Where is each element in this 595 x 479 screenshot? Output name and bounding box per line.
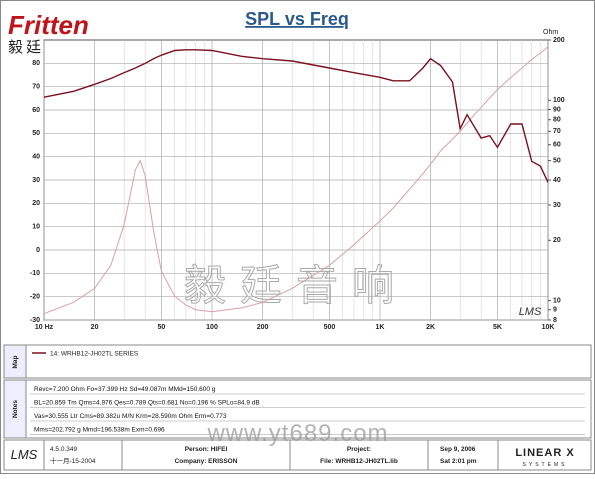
- side-tab: [3, 379, 27, 439]
- y2-tick-label: 30: [553, 202, 561, 209]
- x-tick-label: 2K: [426, 324, 435, 331]
- y-tick-label: 20: [32, 200, 40, 207]
- x-tick-label: 200: [257, 324, 269, 331]
- build-date: 十一月-15-2004: [50, 456, 96, 465]
- version: 4.5.0.349: [50, 446, 77, 453]
- y2-tick-label: 80: [553, 117, 561, 124]
- series-line: [43, 49, 549, 183]
- y-tick-label: 0: [36, 247, 40, 254]
- x-tick-label: 20: [91, 324, 99, 331]
- note-line: Vas=30.555 Ltr Cms=89.382u M/N Krm=28.59…: [34, 413, 227, 420]
- map-panel: [3, 344, 592, 379]
- panel-label: Map: [12, 355, 19, 368]
- legend-entry: 14: WRHB12-JH02TL SERIES: [50, 351, 139, 358]
- y-tick-label: 50: [32, 130, 40, 137]
- y-tick-label: 70: [32, 84, 40, 91]
- panel-label: Notes: [12, 400, 19, 418]
- y-tick-label: 30: [32, 177, 40, 184]
- notes: Revc=7.200 Ohm Fo=37.399 Hz Sd=49.087m M…: [30, 386, 585, 435]
- y2-axis-label: Ohm: [543, 29, 558, 36]
- watermark-url: www.yt689.com: [206, 420, 388, 447]
- y-tick-label: -10: [30, 270, 40, 277]
- y2-tick-label: 10: [553, 297, 561, 304]
- company: Company: ERISSON: [175, 458, 238, 465]
- side-tab: [3, 344, 27, 379]
- person: Person: HIFEI: [185, 446, 228, 453]
- file: File: WRHB12-JH02TL.lib: [320, 458, 398, 465]
- x-tick-label: 10K: [542, 324, 555, 331]
- x-tick-label: 5K: [493, 324, 502, 331]
- y-tick-label: 80: [32, 60, 40, 67]
- y2-tick-label: 200: [553, 37, 565, 44]
- project: Project:: [347, 446, 371, 453]
- date: Sep 9, 2006: [440, 446, 476, 453]
- watermark-chinese: 毅廷音响: [184, 262, 408, 309]
- x-tick-label: 100: [206, 324, 218, 331]
- y2-tick-label: 9: [553, 307, 557, 314]
- series-line: [43, 46, 549, 315]
- vendor: LINEAR X: [515, 447, 574, 459]
- note-line: BL=20.859 Tm Qms=4.976 Qes=0.789 Qts=0.6…: [34, 400, 260, 407]
- brand-name: Fritten: [8, 10, 89, 40]
- y-tick-label: 40: [32, 154, 40, 161]
- y2-tick-label: 60: [553, 142, 561, 149]
- note-line: Mms=202.792 g Mmd=196.538m Exm=0.696: [34, 427, 165, 434]
- y2-tick-label: 20: [553, 237, 561, 244]
- x-tick-label: 50: [158, 324, 166, 331]
- note-line: Revc=7.200 Ohm Fo=37.399 Hz Sd=49.087m M…: [34, 386, 216, 393]
- y2-tick-label: 50: [553, 157, 561, 164]
- notes-panel: [3, 379, 592, 439]
- y2-tick-label: 40: [553, 177, 561, 184]
- y-tick-label: -30: [30, 317, 40, 324]
- y2-tick-label: 70: [553, 128, 561, 135]
- y-tick-label: 10: [32, 224, 40, 231]
- y2-tick-label: 8: [553, 317, 557, 324]
- chart-title: SPL vs Freq: [245, 9, 349, 29]
- plot: 10 Hz 20 50 100 200 500 1K 2K 5K 10K -30 -20 -10 0 10 2…: [30, 37, 565, 331]
- y2-tick-label: 100: [553, 97, 565, 104]
- footer: [3, 439, 592, 471]
- footer-logo: LMS: [11, 447, 38, 462]
- x-tick-label: 10 Hz: [35, 324, 54, 331]
- x-tick-label: 1K: [376, 324, 385, 331]
- time: Sat 2:01 pm: [440, 458, 477, 465]
- y2-tick-label: 90: [553, 106, 561, 113]
- x-tick-label: 500: [324, 324, 336, 331]
- y-tick-label: 60: [32, 107, 40, 114]
- watermark-lms: LMS: [519, 306, 542, 318]
- y-tick-label: -20: [30, 294, 40, 301]
- vendor-sub: SYSTEMS: [523, 462, 568, 468]
